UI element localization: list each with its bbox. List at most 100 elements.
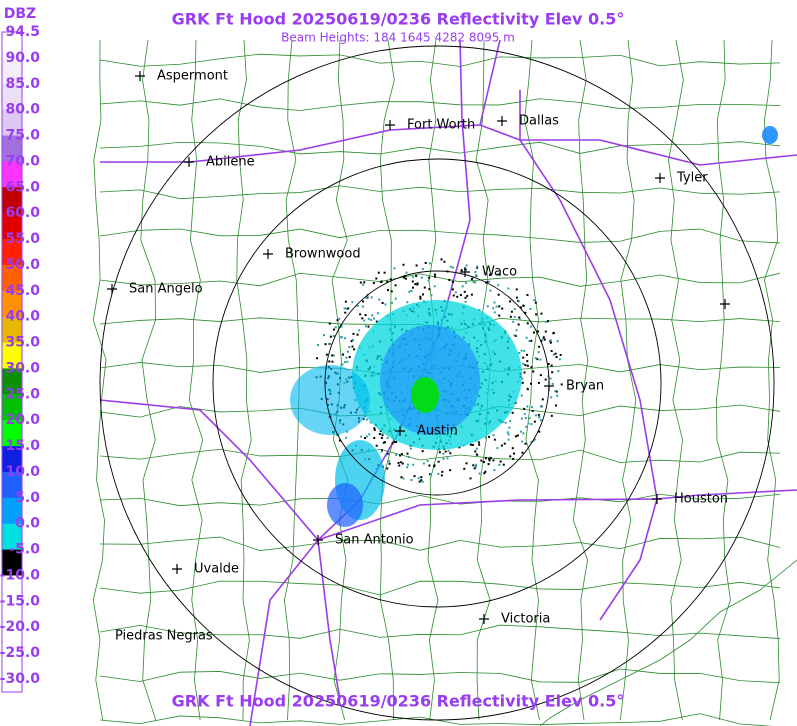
echo-speck bbox=[521, 381, 524, 384]
echo-speck bbox=[496, 447, 499, 450]
legend-label: -10.0 bbox=[0, 567, 40, 583]
legend-swatch bbox=[2, 549, 22, 576]
echo-speck bbox=[343, 337, 346, 340]
echo-speck bbox=[412, 463, 415, 466]
echo-speck bbox=[555, 390, 558, 393]
echo-speck bbox=[393, 267, 396, 270]
echo-speck bbox=[525, 336, 528, 339]
echo-speck bbox=[533, 438, 536, 441]
echo-speck bbox=[451, 266, 454, 269]
echo-speck bbox=[358, 329, 361, 332]
echo-speck bbox=[432, 465, 435, 468]
echo-speck bbox=[526, 353, 529, 356]
echo-speck bbox=[557, 370, 560, 373]
echo-speck bbox=[513, 308, 516, 311]
echo-speck bbox=[415, 275, 418, 278]
county-line bbox=[99, 448, 781, 463]
echo-speck bbox=[397, 461, 400, 464]
echo bbox=[762, 126, 778, 144]
echo-speck bbox=[400, 453, 403, 456]
echo-speck bbox=[359, 313, 362, 316]
county-line bbox=[619, 39, 637, 721]
echo-speck bbox=[517, 323, 520, 326]
city-label: Uvalde bbox=[194, 562, 239, 577]
city-label: Piedras Negras bbox=[115, 629, 213, 644]
echo-speck bbox=[352, 338, 355, 341]
echo-speck bbox=[522, 304, 525, 307]
echo-speck bbox=[512, 457, 515, 460]
echo-speck bbox=[325, 353, 328, 356]
echo-speck bbox=[526, 388, 529, 391]
echo-speck bbox=[415, 264, 418, 267]
echo-speck bbox=[465, 264, 468, 267]
city-marker bbox=[652, 494, 662, 504]
city-marker bbox=[263, 249, 273, 259]
echo-speck bbox=[437, 472, 440, 475]
echo-speck bbox=[335, 433, 338, 436]
echo-speck bbox=[345, 436, 348, 439]
county-line bbox=[99, 98, 781, 111]
echo-speck bbox=[473, 467, 476, 470]
echo-speck bbox=[361, 317, 364, 320]
county-line bbox=[668, 39, 684, 721]
echo-speck bbox=[488, 273, 491, 276]
echo-speck bbox=[540, 312, 543, 315]
city-marker bbox=[460, 267, 470, 277]
echo-speck bbox=[386, 467, 389, 470]
echo-speck bbox=[410, 478, 413, 481]
city-label: Waco bbox=[482, 265, 517, 280]
echo-speck bbox=[509, 455, 512, 458]
echo-speck bbox=[513, 315, 516, 318]
city-marker bbox=[720, 299, 730, 309]
echo-speck bbox=[524, 311, 527, 314]
echo-speck bbox=[406, 301, 409, 304]
echo-speck bbox=[540, 339, 543, 342]
county-line bbox=[92, 39, 107, 721]
echo-speck bbox=[350, 340, 353, 343]
echo-speck bbox=[482, 460, 485, 463]
echo-speck bbox=[551, 382, 554, 385]
echo-speck bbox=[404, 277, 407, 280]
echo-speck bbox=[343, 307, 346, 310]
echo-speck bbox=[518, 316, 521, 319]
echo-speck bbox=[526, 360, 529, 363]
echo-speck bbox=[471, 443, 474, 446]
county-line bbox=[99, 713, 774, 726]
echo-speck bbox=[366, 296, 369, 299]
county-line bbox=[99, 272, 781, 287]
echo-speck bbox=[338, 317, 341, 320]
echo-speck bbox=[499, 460, 502, 463]
echo-speck bbox=[324, 343, 327, 346]
city-label: San Angelo bbox=[129, 282, 203, 297]
echo-speck bbox=[463, 467, 466, 470]
city-marker bbox=[395, 426, 405, 436]
echo-speck bbox=[518, 318, 521, 321]
echo-speck bbox=[381, 432, 384, 435]
echo-speck bbox=[534, 301, 537, 304]
echo-speck bbox=[537, 413, 540, 416]
echo-speck bbox=[464, 282, 467, 285]
echo-speck bbox=[369, 421, 372, 424]
echo-speck bbox=[409, 447, 412, 450]
echo-speck bbox=[408, 290, 411, 293]
city-label: Bryan bbox=[566, 379, 604, 394]
echo-speck bbox=[517, 300, 520, 303]
echo-speck bbox=[461, 285, 464, 288]
echo-speck bbox=[395, 440, 398, 443]
title: GRK Ft Hood 20250619/0236 Reflectivity E… bbox=[172, 10, 625, 29]
city-marker bbox=[172, 564, 182, 574]
echo-speck bbox=[382, 441, 385, 444]
echo-speck bbox=[356, 304, 359, 307]
echo-speck bbox=[438, 451, 441, 454]
echo-speck bbox=[424, 261, 427, 264]
echo-speck bbox=[375, 320, 378, 323]
echo-speck bbox=[554, 352, 557, 355]
echo-speck bbox=[448, 278, 451, 281]
echo-speck bbox=[420, 479, 423, 482]
echo-speck bbox=[402, 276, 405, 279]
echo-speck bbox=[500, 444, 503, 447]
echo-speck bbox=[433, 275, 436, 278]
echo-speck bbox=[474, 271, 477, 274]
county-line bbox=[99, 580, 781, 596]
legend-label: 15.0 bbox=[5, 438, 40, 454]
